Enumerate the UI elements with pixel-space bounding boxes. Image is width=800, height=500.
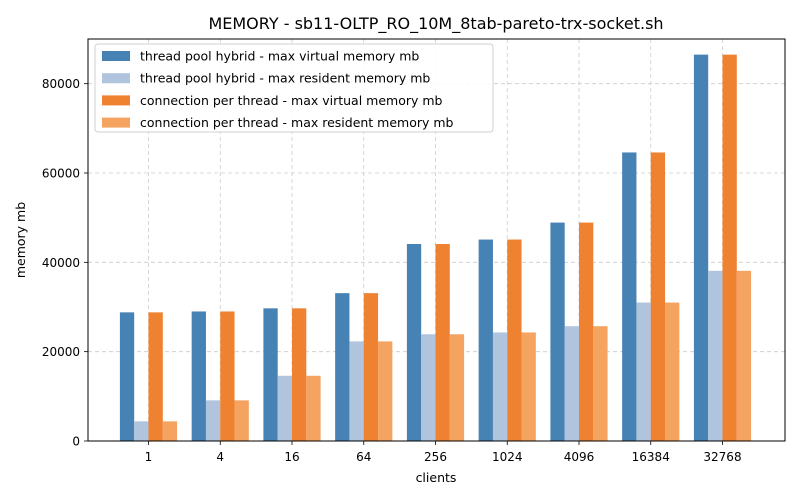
legend-entry: thread pool hybrid - max resident memory… [140,71,430,86]
bar [148,312,163,441]
bar [421,334,436,441]
bar [521,332,536,441]
bar [205,400,221,441]
x-tick-label: 16384 [632,450,670,464]
bar [191,311,206,441]
bar [220,311,235,441]
x-tick-label: 64 [356,450,371,464]
bar [722,54,737,442]
legend-swatch [102,51,130,61]
bar [593,326,608,441]
bar [435,244,450,441]
bar [708,270,723,441]
y-tick-label: 20000 [42,345,80,359]
bar [363,293,379,441]
x-axis-label: clients [416,470,457,485]
bar [650,152,666,441]
bar [693,54,709,442]
legend-entry: connection per thread - max resident mem… [140,115,454,130]
legend-swatch [102,73,130,84]
bar [234,400,249,441]
plot-frame [87,38,786,442]
bar [335,293,350,441]
x-tick-label: 4096 [564,450,595,464]
y-tick-label: 60000 [42,167,80,181]
bar [263,308,278,441]
bar [622,152,637,441]
x-tick-label: 1 [145,450,153,464]
bar [550,222,565,441]
y-tick-label: 40000 [42,256,80,270]
bar [162,421,178,441]
chart-title: MEMORY - sb11-OLTP_RO_10M_8tab-pareto-tr… [208,14,663,34]
legend-swatch [102,95,130,106]
bar [564,326,579,441]
y-tick-label: 80000 [42,77,80,91]
legend-box [94,43,494,133]
bar [406,244,422,441]
bar [449,334,465,441]
legend-entry: connection per thread - max virtual memo… [140,93,443,108]
bar [277,375,292,441]
legend-entry: thread pool hybrid - max virtual memory … [140,49,419,64]
x-tick-label: 4 [216,450,224,464]
x-tick-label: 32768 [703,450,741,464]
bar [636,302,651,441]
bars-layer [119,54,752,442]
bar [119,312,135,441]
bar [665,302,680,441]
legend-swatch [102,117,130,128]
x-tick-label: 1024 [492,450,523,464]
bar [492,332,508,441]
bar [306,375,321,441]
y-tick-label: 0 [72,435,80,449]
bar [378,341,393,441]
y-axis-label: memory mb [13,202,28,278]
bar [736,270,752,441]
bar [507,239,522,441]
bar [579,222,594,441]
x-tick-label: 16 [284,450,299,464]
bar [134,421,149,441]
bar [478,239,493,441]
bar [349,341,364,441]
ticks-layer: 1 4 16 64 256 1024 4096 16384 32768 0 20000 40000 60… [42,77,742,464]
bar [292,308,307,441]
legend: thread pool hybrid - max virtual memory … [94,43,494,133]
x-tick-label: 256 [424,450,447,464]
